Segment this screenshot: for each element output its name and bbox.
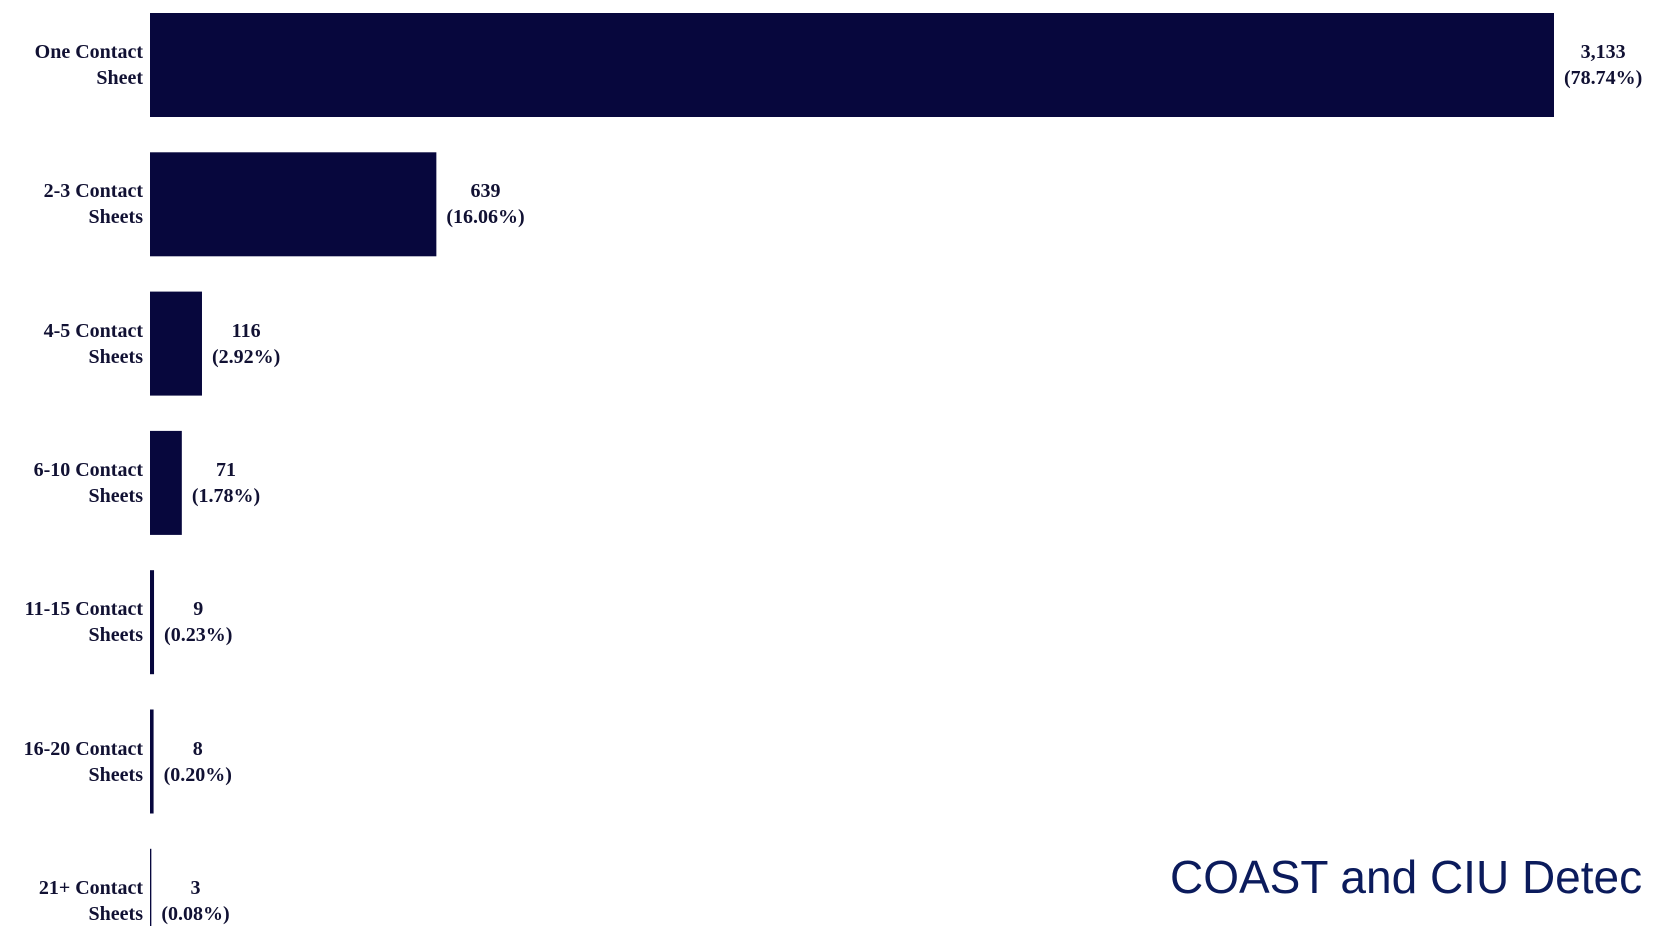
value-label-group: 116 (2.92%): [212, 318, 280, 370]
bar: [150, 291, 202, 396]
value-label-group: 8 (0.20%): [164, 736, 232, 788]
value-label: 71: [215, 458, 236, 481]
annotation: COAST and CIU Detec: [1170, 851, 1643, 903]
category-label: One Contact Sheet: [34, 41, 143, 89]
percent-label: (0.20%): [163, 763, 232, 786]
bar: [150, 13, 1554, 117]
value-label-group: 639 (16.06%): [446, 178, 524, 230]
value-label: 639: [470, 180, 501, 203]
percent-label: (0.08%): [161, 902, 230, 925]
value-label: 116: [231, 319, 261, 342]
bar: [150, 848, 152, 926]
percent-label: (16.06%): [446, 206, 525, 229]
category-label: 16-20 Contact Sheets: [23, 737, 143, 786]
percent-label: (78.74%): [1564, 67, 1643, 89]
value-label-group: 3 (0.08%): [161, 875, 229, 926]
category-label: 11-15 Contact Sheets: [24, 598, 143, 647]
percent-label: (0.23%): [164, 624, 233, 647]
category-label: 2-3 Contact Sheets: [43, 180, 143, 229]
value-label-group: 9 (0.23%): [164, 596, 232, 648]
value-label: 8: [192, 737, 203, 760]
bar: [150, 152, 437, 257]
category-label: 21+ Contact Sheets: [38, 876, 143, 925]
value-label-group: 3,133 (78.74%): [1564, 39, 1642, 91]
value-label: 9: [193, 598, 204, 621]
bar: [150, 709, 154, 814]
category-label: 4-5 Contact Sheets: [43, 319, 143, 368]
percent-label: (2.92%): [211, 345, 281, 368]
percent-label: (1.78%): [191, 484, 261, 507]
value-label-group: 71 (1.78%): [192, 457, 260, 509]
value-label: 3: [190, 876, 201, 899]
value-label: 3,133: [1580, 41, 1626, 63]
bar: [150, 570, 155, 675]
category-label: 6-10 Contact Sheets: [33, 458, 143, 507]
bar: [150, 430, 182, 535]
